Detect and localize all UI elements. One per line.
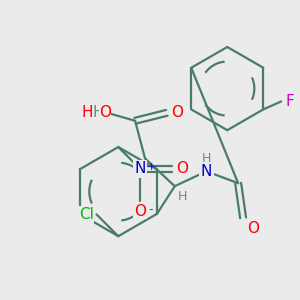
Text: O: O	[176, 161, 188, 176]
Text: O: O	[99, 105, 111, 120]
Text: +: +	[147, 162, 156, 172]
Text: -: -	[148, 203, 152, 217]
Text: O: O	[247, 221, 259, 236]
Text: O: O	[171, 105, 183, 120]
Text: N: N	[201, 164, 212, 179]
Text: O: O	[134, 203, 146, 218]
Text: H: H	[93, 105, 104, 120]
Text: H: H	[202, 152, 211, 165]
Text: Cl: Cl	[79, 207, 94, 222]
Text: F: F	[285, 94, 294, 109]
Text: N: N	[134, 161, 146, 176]
Text: HO: HO	[82, 105, 105, 120]
Text: H: H	[178, 190, 188, 202]
